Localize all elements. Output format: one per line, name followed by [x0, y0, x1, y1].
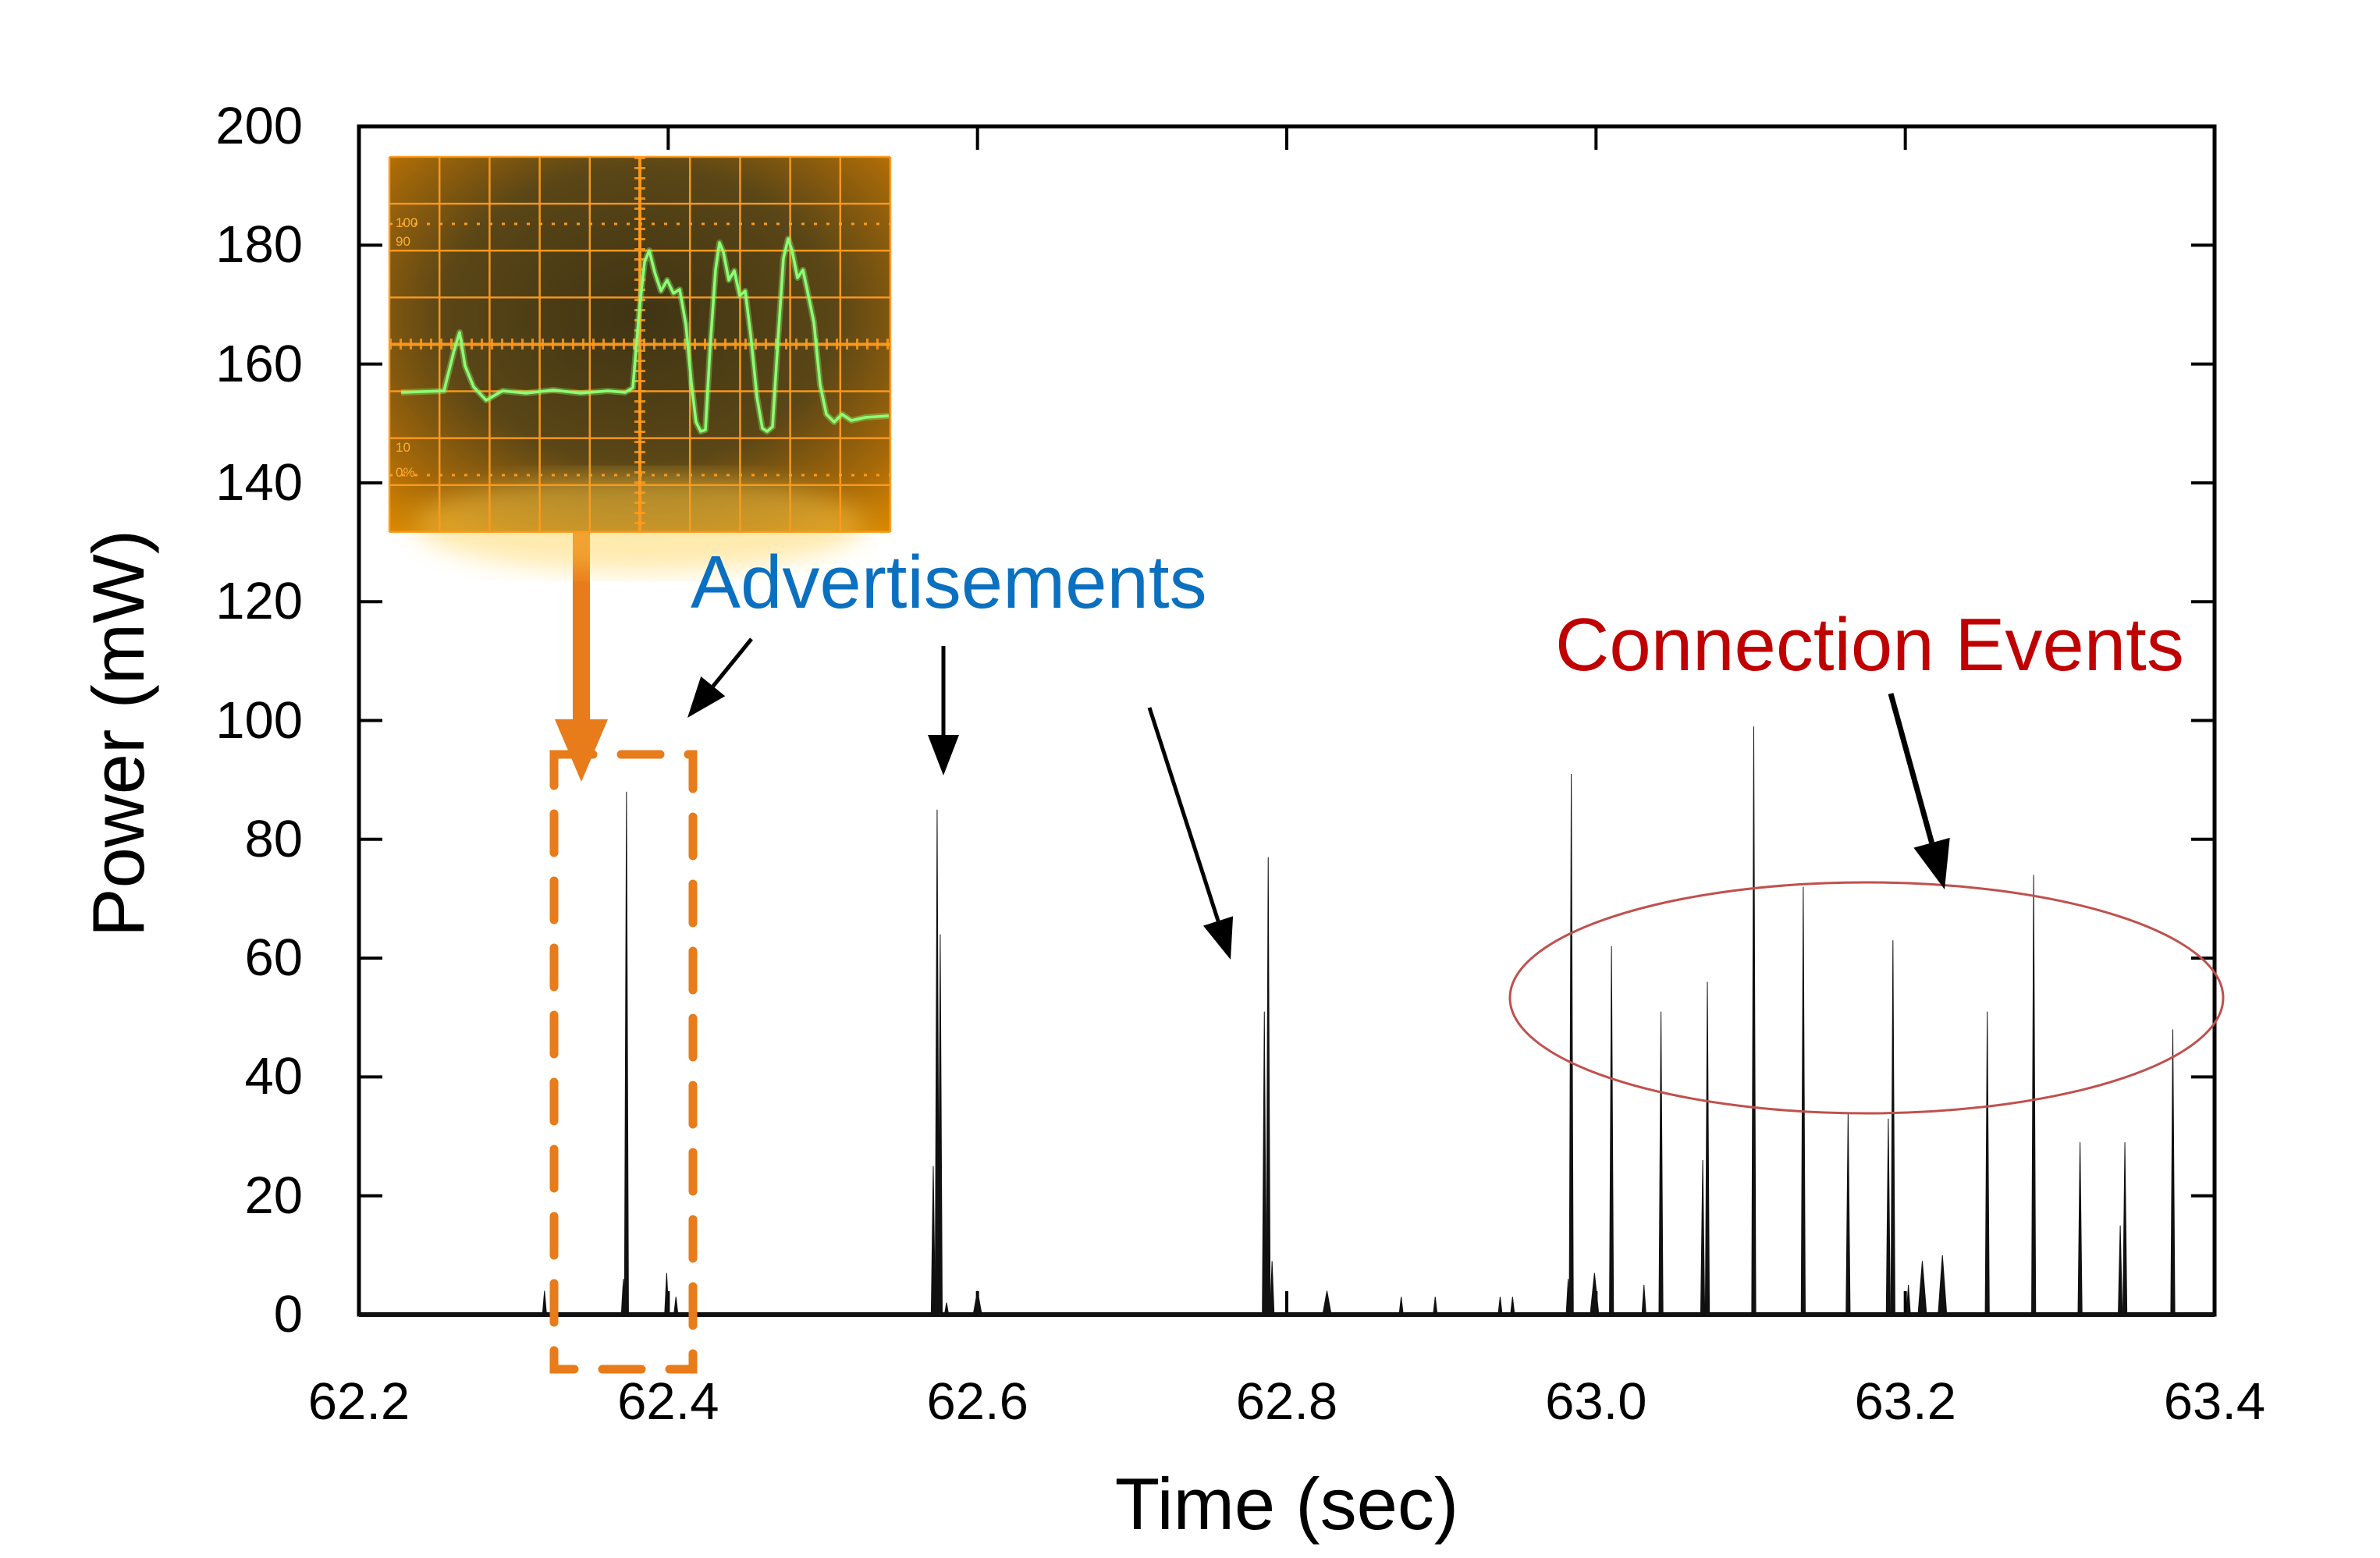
power-spike [673, 1297, 679, 1315]
scope-trace [400, 237, 890, 433]
x-tick-label: 63.4 [2163, 1372, 2266, 1431]
power-spike [937, 934, 943, 1315]
connection-events-arrow-shaft [1888, 693, 1934, 844]
y-tick-label: 60 [244, 928, 303, 988]
power-spike [623, 791, 629, 1315]
advertisement-arrow-3-head [1203, 916, 1234, 960]
power-spike [1885, 1118, 1891, 1315]
x-tick-label: 62.6 [926, 1372, 1028, 1431]
power-spike [1322, 1290, 1332, 1315]
power-spike [1906, 1284, 1911, 1315]
power-spike [1609, 946, 1614, 1315]
power-spike [2077, 1142, 2083, 1315]
power-spike [1497, 1297, 1503, 1315]
connection-events-arrow-head [1913, 837, 1950, 889]
power-spike [1590, 1272, 1600, 1315]
power-spike [1890, 940, 1895, 1315]
y-tick-label: 200 [215, 97, 303, 155]
y-tick-label: 40 [244, 1047, 303, 1106]
power-spike [2170, 1029, 2176, 1315]
x-tick-label: 63.0 [1545, 1372, 1647, 1431]
power-spike [1845, 1113, 1851, 1315]
power-spike [1641, 1284, 1646, 1315]
power-spike [934, 809, 940, 1315]
power-spike [1398, 1297, 1404, 1315]
advertisement-arrow-1-shaft [711, 637, 753, 688]
x-axis-title: Time (sec) [1114, 1463, 1459, 1545]
advertisements-annotation-label: Advertisements [691, 541, 1207, 624]
power-spike [1658, 1011, 1664, 1315]
power-spike [1568, 774, 1574, 1315]
power-spike [2122, 1142, 2128, 1315]
power-spike [1938, 1255, 1948, 1315]
power-spike [1266, 857, 1271, 1315]
advertisement-arrow-1-head [687, 676, 726, 718]
y-tick-label: 180 [215, 215, 303, 275]
power-spike [1704, 981, 1710, 1315]
power-spike [1984, 1011, 1990, 1315]
x-tick-label: 63.2 [1854, 1372, 1956, 1431]
power-spike [972, 1290, 982, 1315]
y-tick-label: 100 [215, 690, 303, 750]
y-tick-label: 0 [273, 1285, 303, 1343]
x-tick-label: 62.8 [1235, 1372, 1338, 1431]
inset-callout-arrow-head [555, 719, 608, 782]
y-tick-label: 20 [244, 1166, 303, 1225]
advertisement-arrow-2-head [928, 735, 959, 775]
power-spike [1270, 1261, 1275, 1315]
y-tick-label: 140 [215, 452, 303, 512]
power-spike [943, 1302, 950, 1315]
power-spike [1510, 1297, 1515, 1315]
power-spike [542, 1290, 547, 1315]
connection-events-ellipse [1508, 881, 2225, 1115]
x-tick-label: 62.4 [617, 1372, 719, 1431]
connection-events-annotation-label: Connection Events [1555, 603, 2184, 687]
power-spike [1433, 1297, 1438, 1315]
power-spike [1800, 886, 1806, 1315]
power-spike [930, 1166, 936, 1315]
y-tick-label: 80 [244, 809, 303, 868]
oscilloscope-inset: 100 90 10 0% [388, 155, 892, 572]
scope-grid-label: 90 [396, 234, 410, 249]
scope-grid-label: 0% [396, 465, 415, 480]
x-tick-label: 62.2 [307, 1372, 410, 1431]
scope-grid-label: 10 [396, 440, 410, 455]
power-spike [2031, 875, 2037, 1315]
advertisement-highlight-box [549, 750, 698, 1374]
power-spike [1917, 1261, 1927, 1315]
power-spike [2118, 1225, 2123, 1315]
y-tick-label: 160 [215, 334, 303, 393]
y-tick-label: 120 [215, 572, 303, 631]
power-spike [1700, 1160, 1706, 1315]
power-spike [1751, 726, 1757, 1315]
scope-grid-label: 100 [396, 215, 417, 230]
power-spike [1262, 1011, 1267, 1315]
advertisement-arrow-3-shaft [1147, 707, 1220, 922]
power-spike [664, 1272, 670, 1315]
